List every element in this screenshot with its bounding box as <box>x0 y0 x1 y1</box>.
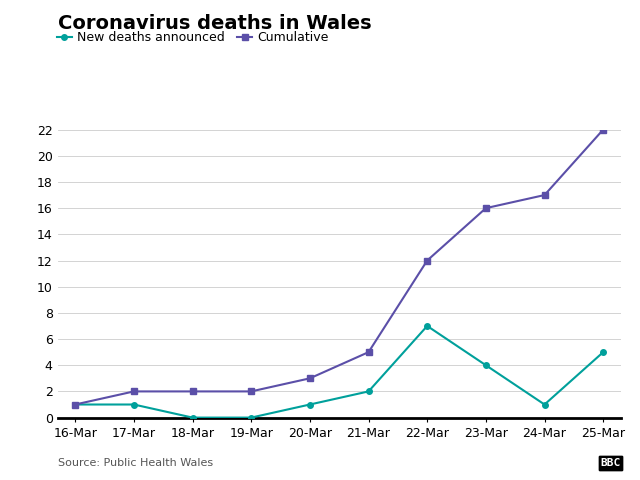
Text: BBC: BBC <box>600 458 621 468</box>
New deaths announced <box>482 362 490 368</box>
Cumulative <box>599 127 607 132</box>
New deaths announced <box>306 402 314 408</box>
Cumulative <box>424 258 431 264</box>
Cumulative <box>306 375 314 381</box>
New deaths announced <box>71 402 79 408</box>
Cumulative <box>482 205 490 211</box>
Cumulative <box>189 388 196 394</box>
Cumulative <box>541 192 548 198</box>
New deaths announced <box>599 349 607 355</box>
Line: New deaths announced: New deaths announced <box>72 323 606 420</box>
Text: Source: Public Health Wales: Source: Public Health Wales <box>58 458 212 468</box>
Legend: New deaths announced, Cumulative: New deaths announced, Cumulative <box>52 26 333 49</box>
Cumulative <box>365 349 372 355</box>
Line: Cumulative: Cumulative <box>72 127 606 408</box>
Text: Coronavirus deaths in Wales: Coronavirus deaths in Wales <box>58 14 371 34</box>
New deaths announced <box>247 415 255 420</box>
Cumulative <box>130 388 138 394</box>
New deaths announced <box>424 323 431 329</box>
New deaths announced <box>189 415 196 420</box>
Cumulative <box>247 388 255 394</box>
New deaths announced <box>365 388 372 394</box>
New deaths announced <box>130 402 138 408</box>
Text: BBC: BBC <box>600 458 621 468</box>
New deaths announced <box>541 402 548 408</box>
Cumulative <box>71 402 79 408</box>
